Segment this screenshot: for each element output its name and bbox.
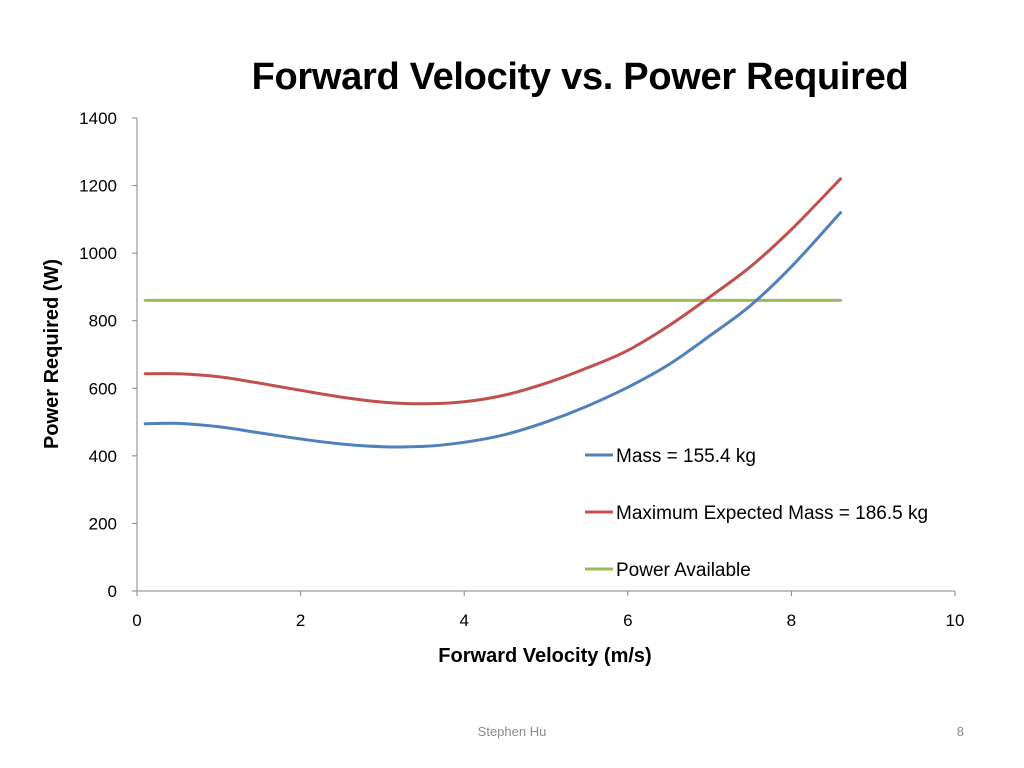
page-number: 8 <box>956 724 964 739</box>
legend-label: Power Available <box>616 560 751 581</box>
axes: 0 200 400 600 800 1000 1200 1400 0 2 4 6 8 10 <box>79 109 964 630</box>
y-tick-label: 1200 <box>79 177 117 196</box>
chart-title: Forward Velocity vs. Power Required <box>251 56 909 98</box>
footer-author: Stephen Hu <box>477 724 547 739</box>
legend-label: Maximum Expected Mass = 186.5 kg <box>616 503 928 524</box>
y-axis-label: Power Required (W) <box>41 259 63 449</box>
y-tick-label: 1000 <box>79 244 117 263</box>
y-tick-label: 0 <box>108 582 117 601</box>
y-tick-label: 1400 <box>79 109 117 128</box>
y-tick-label: 400 <box>89 447 117 466</box>
line-chart: 0 200 400 600 800 1000 1200 1400 0 2 4 6 8 10 Mass = … <box>41 109 964 667</box>
y-tick-label: 200 <box>89 514 117 533</box>
series-layer <box>143 177 842 449</box>
series-line-2 <box>143 177 842 406</box>
y-tick-label: 600 <box>89 379 117 398</box>
legend: Mass = 155.4 kg Maximum Expected Mass = 1… <box>585 446 928 581</box>
x-tick-label: 2 <box>296 611 305 630</box>
legend-label: Mass = 155.4 kg <box>616 446 756 467</box>
series-line-1 <box>143 211 842 449</box>
x-tick-label: 10 <box>946 611 965 630</box>
x-tick-label: 0 <box>132 611 141 630</box>
x-tick-label: 6 <box>623 611 632 630</box>
x-tick-label: 8 <box>787 611 796 630</box>
x-tick-label: 4 <box>459 611 468 630</box>
x-axis-label: Forward Velocity (m/s) <box>438 645 651 667</box>
y-tick-label: 800 <box>89 312 117 331</box>
